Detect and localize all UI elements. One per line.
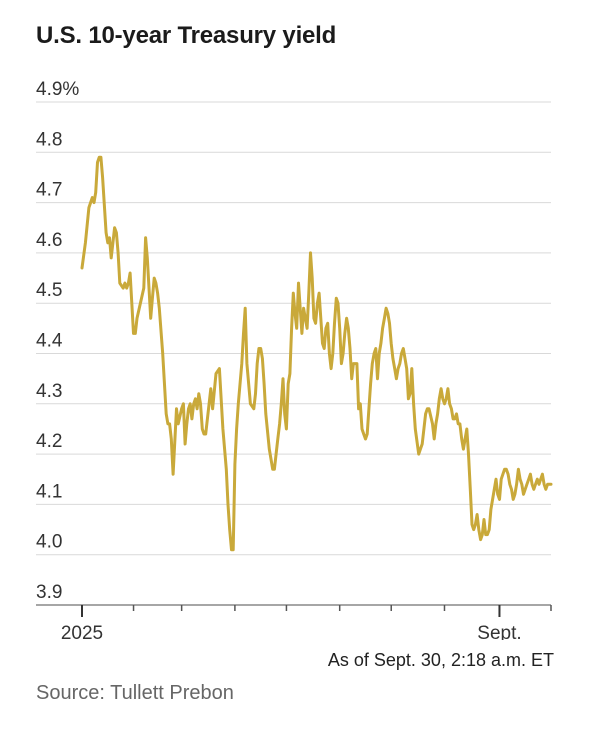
y-tick-label: 3.9 (36, 582, 62, 603)
y-tick-label: 4.1 (36, 481, 62, 502)
gridlines (36, 101, 551, 606)
x-axis: 2025 Sept. (61, 605, 552, 640)
y-tick-label: 4.3 (36, 381, 62, 402)
y-tick-label: 4.0 (36, 532, 62, 553)
y-axis-labels: 4.9% 4.8 4.7 4.6 4.5 4.4 4.3 4.2 4.1 4.0 3.9 (36, 79, 79, 603)
yield-line (80, 155, 553, 552)
x-tick-label: Sept. (477, 623, 521, 640)
x-tick-label: 2025 (61, 623, 103, 640)
y-tick-label: 4.2 (36, 431, 62, 452)
y-tick-label: 4.8 (36, 129, 62, 150)
y-tick-label: 4.4 (36, 331, 63, 352)
chart-title: U.S. 10-year Treasury yield (36, 22, 337, 49)
chart-plot: 4.9% 4.8 4.7 4.6 4.5 4.4 4.3 4.2 4.1 4.0 3.9 2025 S… (36, 79, 553, 640)
y-tick-label: 4.7 (36, 180, 62, 201)
source-note: Source: Tullett Prebon (36, 682, 234, 704)
as-of-note: As of Sept. 30, 2:18 a.m. ET (327, 650, 554, 670)
y-tick-label: 4.6 (36, 230, 62, 251)
y-tick-label: 4.5 (36, 280, 62, 301)
y-tick-label: 4.9% (36, 79, 79, 100)
